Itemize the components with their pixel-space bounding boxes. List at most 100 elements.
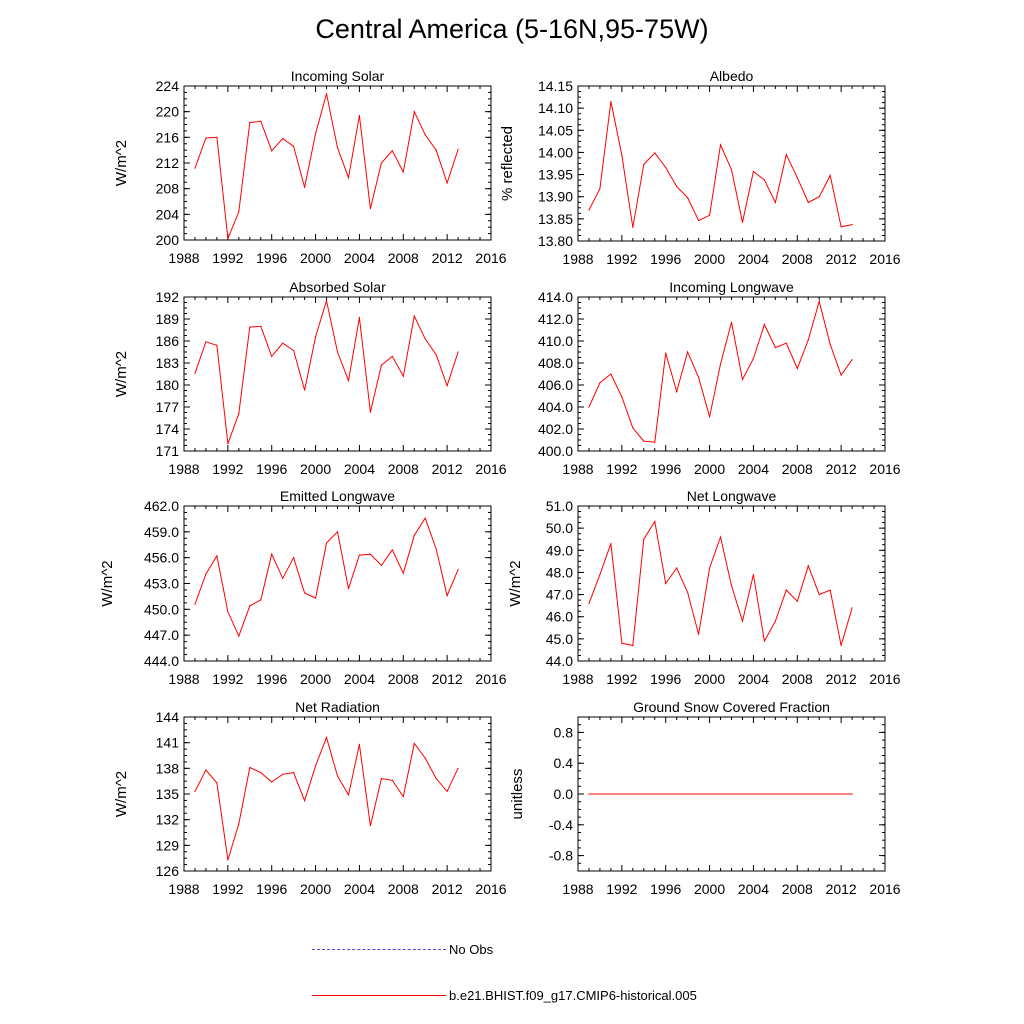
data-point-1998 — [687, 351, 689, 353]
plot-frame — [183, 85, 492, 241]
data-point-1999 — [698, 220, 700, 222]
data-point-2004 — [752, 358, 755, 360]
panel-title: Net Radiation — [295, 699, 380, 715]
y-tick-label-447: 447.0 — [144, 627, 179, 643]
data-point-2000 — [708, 567, 711, 569]
x-tick-label-1988: 1988 — [562, 461, 593, 477]
series-line-absorbed-solar — [194, 298, 459, 444]
x-tick-label-1996: 1996 — [256, 881, 287, 897]
data-point-2003 — [347, 794, 350, 796]
x-tick-label-1996: 1996 — [256, 250, 287, 266]
y-tick-label-138: 138 — [156, 760, 180, 776]
data-point-1997 — [676, 391, 678, 393]
data-point-2010 — [424, 517, 426, 519]
x-tick-label-2004: 2004 — [738, 461, 769, 477]
x-tick-label-2016: 2016 — [475, 671, 506, 687]
y-tick-label-402: 402.0 — [538, 421, 573, 437]
data-point-2000 — [314, 132, 317, 135]
data-point-1990 — [599, 382, 601, 384]
data-point-1989 — [588, 793, 590, 795]
data-point-2004 — [358, 114, 361, 117]
data-point-1994 — [249, 121, 251, 124]
x-tick-label-1988: 1988 — [562, 881, 593, 897]
data-point-1996 — [271, 553, 273, 555]
x-tick-label-1996: 1996 — [256, 671, 287, 687]
data-point-2012 — [840, 644, 842, 647]
data-point-1997 — [282, 138, 284, 140]
y-tick-label-m0-4: -0.4 — [549, 817, 573, 833]
data-point-2013 — [457, 351, 459, 353]
x-tick-label-1988: 1988 — [168, 250, 199, 266]
plot-frame — [183, 716, 492, 872]
panel-ground-snow-covered-fraction: Ground Snow Covered Fraction 1988 1992 1996… — [509, 699, 901, 897]
panel-title: Incoming Solar — [291, 68, 385, 84]
data-point-1995 — [654, 441, 656, 443]
x-tick-label-2008: 2008 — [782, 671, 813, 687]
data-point-2002 — [730, 321, 733, 323]
data-point-2005 — [369, 825, 371, 827]
data-point-2010 — [818, 593, 820, 596]
plot-frame — [183, 505, 492, 662]
data-point-2005 — [369, 207, 371, 210]
panel-net-radiation: Net Radiation 1988 1992 1996 2000 2004 2008 201… — [113, 699, 507, 897]
y-tick-label-412: 412.0 — [538, 311, 573, 327]
data-point-1991 — [610, 373, 612, 375]
data-point-2012 — [840, 226, 842, 228]
data-point-2000 — [708, 214, 711, 216]
x-tick-label-2000: 2000 — [694, 461, 725, 477]
x-tick-label-1992: 1992 — [212, 461, 243, 477]
data-point-1996 — [271, 150, 273, 152]
data-point-1992 — [227, 611, 229, 613]
y-tick-label-48: 48.0 — [546, 564, 573, 580]
y-tick-label-0: 0.0 — [554, 786, 574, 802]
y-tick-label-459: 459.0 — [144, 524, 179, 540]
data-point-2008 — [796, 177, 798, 179]
data-point-1999 — [304, 389, 306, 391]
legend-obs-swatch — [312, 949, 446, 950]
data-point-1996 — [271, 355, 273, 357]
x-tick-label-2016: 2016 — [475, 461, 506, 477]
x-tick-label-2000: 2000 — [300, 461, 331, 477]
y-tick-label-453: 453.0 — [144, 576, 179, 592]
data-point-2009 — [807, 565, 809, 567]
data-point-2006 — [380, 162, 382, 164]
data-point-1990 — [205, 769, 207, 771]
data-point-2006 — [380, 778, 382, 780]
x-tick-label-2000: 2000 — [694, 881, 725, 897]
data-point-1990 — [599, 188, 601, 190]
data-point-1997 — [282, 577, 284, 579]
data-point-1995 — [654, 152, 656, 154]
x-tick-label-2008: 2008 — [782, 881, 813, 897]
data-point-1991 — [216, 344, 218, 346]
x-tick-label-2004: 2004 — [344, 881, 375, 897]
y-tick-label-144: 144 — [156, 709, 180, 725]
data-point-2008 — [796, 600, 798, 602]
data-point-2001 — [325, 736, 328, 739]
data-point-1997 — [676, 567, 678, 569]
data-point-1994 — [643, 538, 645, 540]
panel-incoming-solar: Incoming Solar 1988 1992 1996 2000 2004 2008 20… — [113, 68, 507, 266]
data-point-2006 — [380, 364, 382, 366]
data-point-2009 — [413, 315, 415, 317]
data-point-1993 — [632, 427, 634, 429]
data-point-2004 — [752, 574, 755, 576]
x-tick-label-1988: 1988 — [168, 881, 199, 897]
data-point-1996 — [271, 781, 273, 783]
y-tick-label-224: 224 — [156, 78, 180, 94]
data-point-2012 — [446, 790, 448, 793]
x-tick-label-1988: 1988 — [168, 461, 199, 477]
panel-albedo: Albedo 1988 1992 1996 2000 2004 2008 2012 2016 13… — [499, 68, 901, 267]
x-tick-label-2016: 2016 — [475, 881, 506, 897]
data-point-1993 — [238, 823, 240, 825]
data-point-1995 — [260, 772, 262, 774]
y-tick-label-0-8: 0.8 — [554, 724, 574, 740]
data-point-2013 — [851, 224, 853, 226]
y-tick-label-49: 49.0 — [546, 542, 573, 558]
x-tick-label-2004: 2004 — [738, 881, 769, 897]
data-point-2007 — [391, 779, 393, 781]
data-point-1992 — [621, 642, 623, 644]
y-tick-label-46: 46.0 — [546, 609, 573, 625]
data-point-2013 — [851, 607, 853, 609]
data-point-2011 — [829, 343, 831, 345]
x-tick-label-1996: 1996 — [650, 881, 681, 897]
